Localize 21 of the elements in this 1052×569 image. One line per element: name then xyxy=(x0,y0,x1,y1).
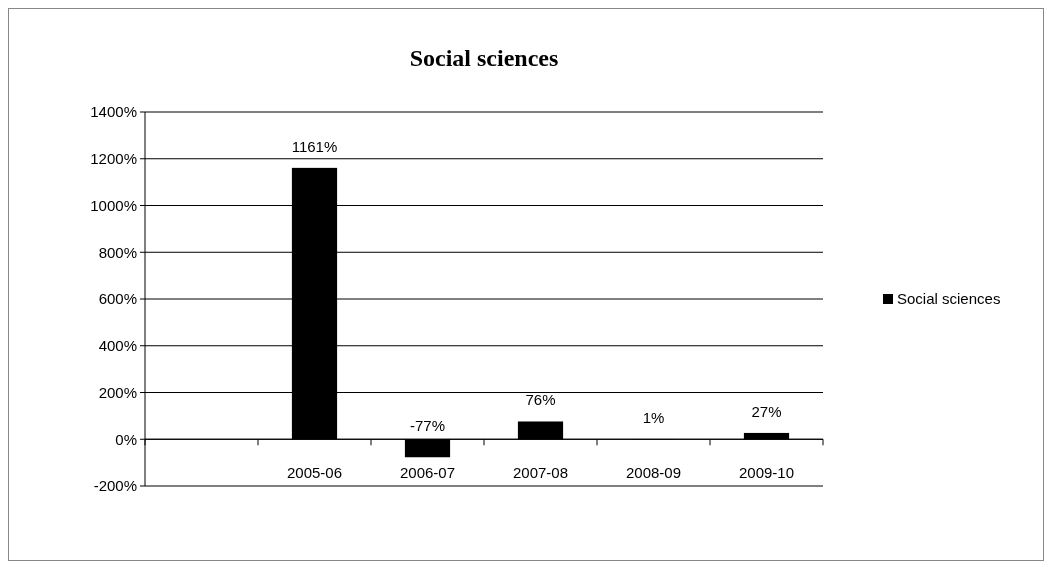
x-tick-label: 2008-09 xyxy=(625,464,682,481)
text: 1% xyxy=(642,409,665,427)
text: -77% xyxy=(409,417,446,435)
y-tick-label: 200% xyxy=(98,383,137,401)
y-tick-label: 0% xyxy=(115,430,137,448)
y-tick-label: 1400% xyxy=(90,103,137,121)
y-tick-label: 400% xyxy=(98,337,137,354)
y-tick-label: 1200% xyxy=(90,150,137,167)
text: 27% xyxy=(751,402,782,420)
x-tick-label: 2005-06 xyxy=(286,464,343,481)
x-tick-label: 2009-10 xyxy=(738,464,795,481)
text: 1161% xyxy=(291,137,338,155)
y-tick-label: 600% xyxy=(98,290,137,308)
y-tick-label: -200% xyxy=(93,477,137,495)
x-tick-label: 2007-08 xyxy=(512,464,569,481)
y-tick-label: 1000% xyxy=(90,196,137,214)
text: 76% xyxy=(525,391,556,409)
x-tick-label: 2006-07 xyxy=(399,464,456,481)
chart-title: Social sciences xyxy=(409,45,559,71)
legend-label: Social sciences xyxy=(897,290,1001,308)
y-tick-label: 800% xyxy=(98,243,137,261)
